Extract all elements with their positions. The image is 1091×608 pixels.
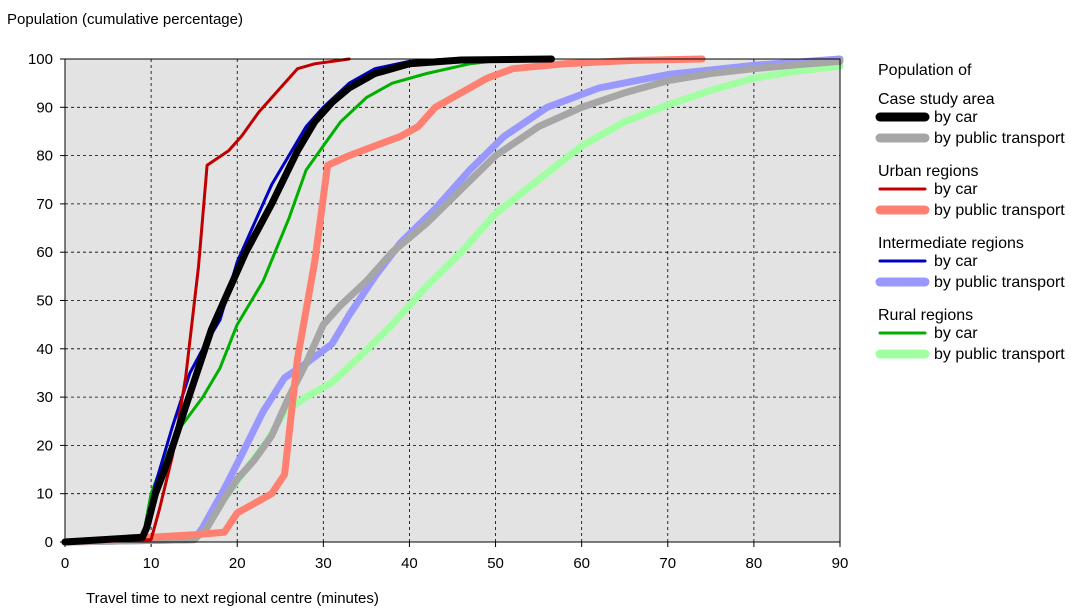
series-line-intermediate-regions-by-public-transport [61,55,844,546]
legend-group-label: Intermediate regions [878,235,1024,252]
x-tick-label: 0 [61,555,69,572]
y-tick-label: 0 [45,534,53,551]
legend-group-label: Urban regions [878,163,979,180]
x-tick-label: 20 [229,555,246,572]
y-tick-label: 90 [36,99,53,116]
legend-entry-label: by car [934,325,978,342]
y-tick-label: 60 [36,244,53,261]
legend-entry-label: by public transport [934,346,1065,363]
y-tick-label: 50 [36,293,53,310]
legend-entry-label: by car [934,253,978,270]
y-tick-label: 20 [36,437,53,454]
y-axis-label: Population (cumulative percentage) [7,11,243,28]
series-line-case-study-area-by-public-transport [61,57,844,546]
y-tick-label: 40 [36,341,53,358]
x-tick-label: 60 [573,555,590,572]
legend-entry-label: by public transport [934,130,1065,147]
x-axis-label: Travel time to next regional centre (min… [86,590,379,607]
series-line-intermediate-regions-by-car [63,57,454,544]
x-tick-label: 90 [832,555,849,572]
y-tick-label: 70 [36,196,53,213]
legend-entry-label: by car [934,181,978,198]
plot-area: 0 10 20 30 40 50 60 70 80 90 0 10 20 30 40 50 60 70 80 90 10… [28,51,848,572]
y-tick-label: 100 [28,51,53,68]
x-tick-label: 30 [315,555,332,572]
legend-entry-label: by public transport [934,274,1065,291]
series-line-urban-regions-by-public-transport [61,55,706,546]
y-tick-label: 30 [36,389,53,406]
plot-frame [64,58,841,543]
x-tick-label: 70 [659,555,676,572]
series-line-case-study-area-by-car [61,55,555,546]
legend-group-label: Case study area [878,91,995,108]
legend-group-label: Rural regions [878,307,973,324]
x-tick-label: 80 [746,555,763,572]
y-tick-label: 80 [36,148,53,165]
legend-entry-label: by car [934,109,978,126]
x-tick-label: 10 [143,555,160,572]
legend-title: Population of [878,62,972,79]
x-tick-label: 40 [401,555,418,572]
y-tick-label: 10 [36,486,53,503]
series-line-urban-regions-by-car [63,57,351,544]
x-tick-label: 50 [487,555,504,572]
legend-entry-label: by public transport [934,202,1065,219]
